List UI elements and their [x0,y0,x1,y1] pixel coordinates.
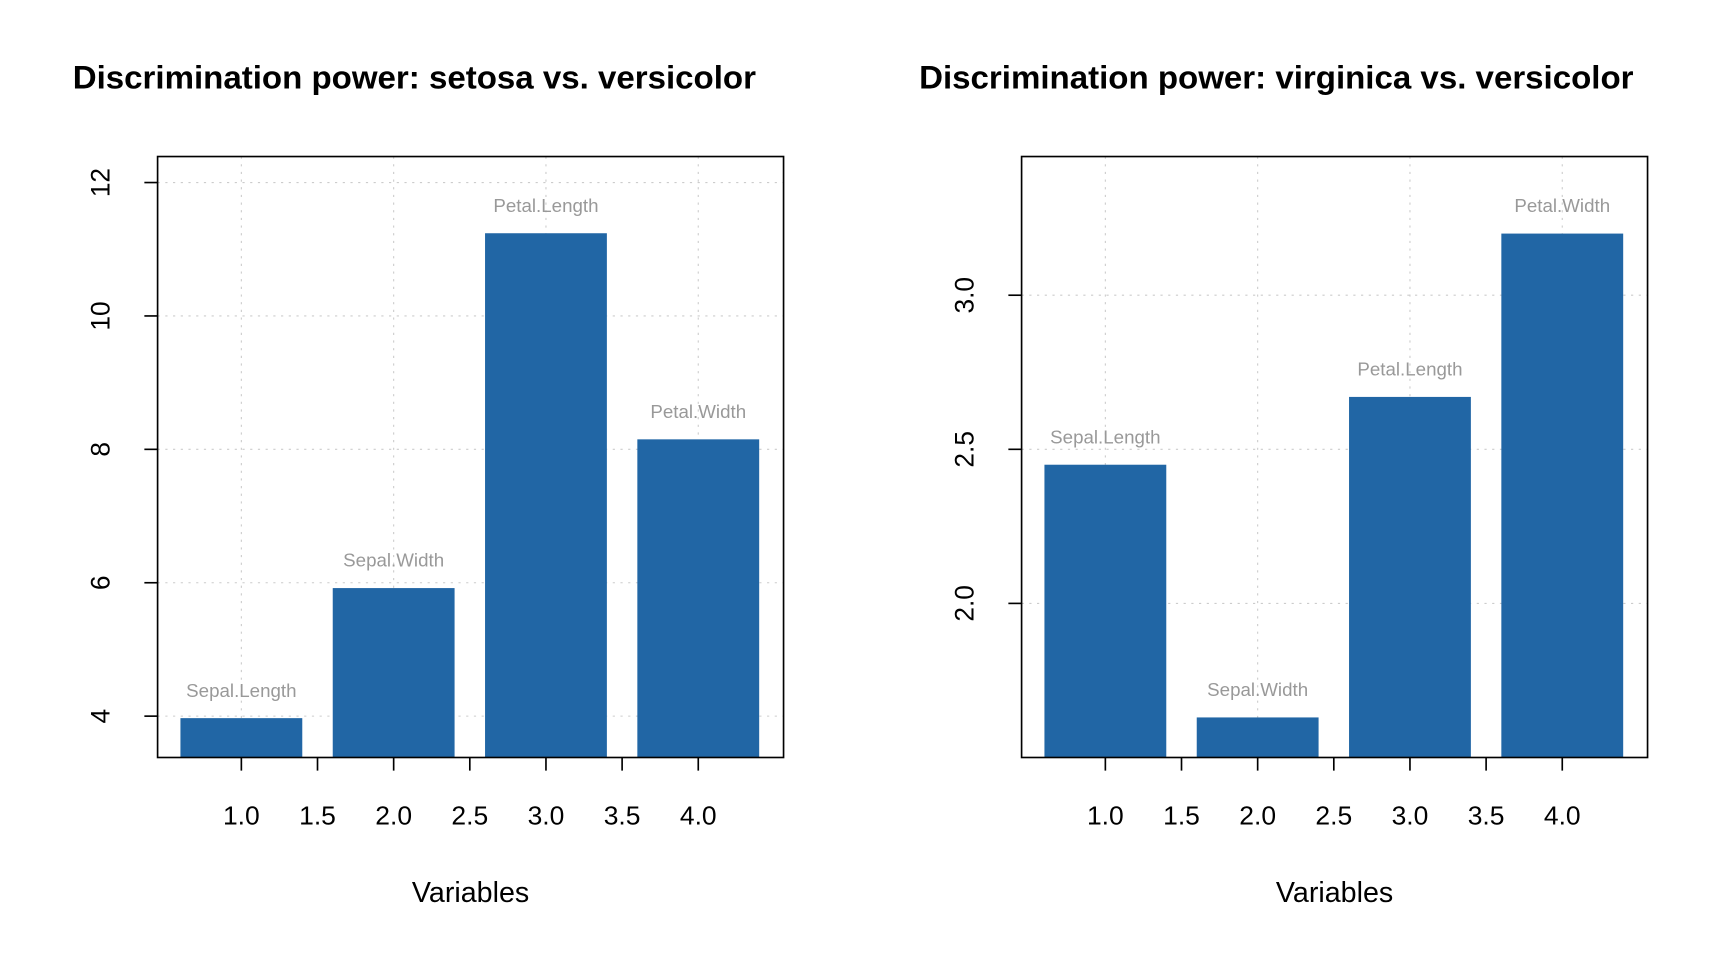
y-tick-label: 8 [85,442,115,457]
bar-label: Petal.Length [493,195,598,216]
x-tick-label: 3.0 [1392,801,1429,831]
bar-label: Sepal.Width [343,550,444,571]
x-tick-label: 3.5 [1468,801,1505,831]
x-tick-label: 1.5 [299,801,336,831]
chart-title: Discrimination power: setosa vs. versico… [73,59,756,96]
y-tick-label: 4 [85,709,115,724]
bar [637,439,760,758]
bar-label: Sepal.Length [186,680,296,701]
bar-label: Sepal.Width [1207,679,1308,700]
bar-label: Petal.Width [650,401,746,422]
y-tick-label: 6 [85,575,115,590]
y-tick-label: 2.5 [949,431,979,468]
bar [332,588,455,758]
bar [1349,396,1471,758]
x-tick-label: 2.0 [375,801,412,831]
bar [1044,464,1167,758]
bar-label: Petal.Length [1357,359,1462,380]
chart-title: Discrimination power: virginica vs. vers… [919,59,1634,96]
x-tick-label: 2.5 [1315,801,1352,831]
x-tick-label: 4.0 [1544,801,1581,831]
x-tick-label: 1.0 [223,801,260,831]
x-tick-label: 3.5 [604,801,641,831]
y-tick-label: 3.0 [949,277,979,314]
plot-frame [1020,155,1649,759]
x-tick-label: 2.0 [1239,801,1276,831]
x-tick-label: 4.0 [680,801,717,831]
y-tick-label: 12 [85,168,115,197]
x-tick-label: 1.0 [1087,801,1124,831]
bar [1501,233,1624,758]
x-tick-label: 2.5 [451,801,488,831]
bar [1196,717,1319,758]
x-axis-label: Variables [412,877,529,909]
bar [485,233,607,758]
bar-label: Petal.Width [1514,195,1610,216]
x-tick-label: 1.5 [1163,801,1200,831]
bar [180,718,303,758]
x-tick-label: 3.0 [528,801,565,831]
y-tick-label: 10 [85,301,115,330]
bar-label: Sepal.Length [1050,426,1160,447]
y-tick-label: 2.0 [949,585,979,622]
x-axis-label: Variables [1276,877,1393,909]
plot-frame [156,155,785,759]
